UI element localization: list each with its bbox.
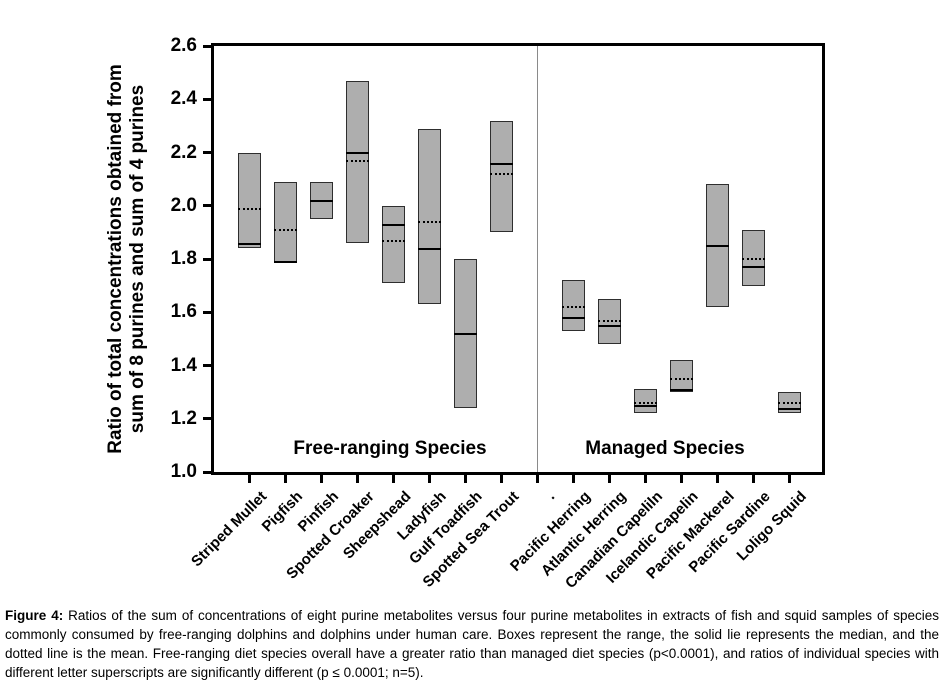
box-loligo-squid [777,392,801,414]
box-striped-mullet [237,152,261,249]
median-line [741,266,765,269]
box-pacific-sardine [741,229,765,286]
y-tick-mark [203,97,211,101]
y-tick-mark [203,364,211,367]
y-tick-mark [203,257,211,261]
y-tick-label: 1.0 [170,461,197,482]
y-tick-mark [203,44,211,48]
box-pinfish [309,181,333,220]
median-line [345,151,369,154]
box-gulf-toadfish [453,259,477,409]
box-sheepshead [381,205,405,283]
x-tick-mark [463,475,467,483]
x-tick-mark [571,475,575,483]
box-pacific-mackerel [705,184,729,307]
median-line [237,242,261,245]
x-tick-mark [427,475,431,483]
mean-line [777,402,801,405]
figure-caption-text: Ratios of the sum of concentrations of e… [5,608,939,680]
mean-line [237,207,261,210]
mean-line [345,159,369,162]
median-line [417,247,441,250]
group-label-free-ranging: Free-ranging Species [293,438,487,459]
median-line [597,325,621,328]
x-tick-label-striped-mullet: Striped Mullet [187,488,271,571]
box-canadian-capeliln [633,389,657,414]
plot-area: Free-ranging Species Managed Species [211,43,825,475]
y-tick-mark [203,470,211,474]
median-line [489,162,513,165]
median-line [381,223,405,226]
mean-line [417,221,441,224]
median-line [777,407,801,410]
x-tick-mark [355,475,359,483]
y-tick-mark [203,151,211,154]
x-tick-mark [247,475,251,483]
x-tick-label-dot: . [543,488,559,503]
x-tick-mark [319,475,323,483]
mean-line [669,378,693,381]
mean-line [633,402,657,405]
y-tick-label: 2.4 [170,88,197,110]
x-tick-mark [535,475,539,483]
mean-line [381,239,405,242]
x-tick-mark [391,475,395,483]
x-tick-mark [679,475,683,483]
box-pigfish [273,181,297,264]
x-tick-mark [715,475,719,483]
figure-caption-label: Figure 4: [5,608,64,623]
y-tick-label: 2.2 [170,141,197,163]
y-tick-label: 1.4 [170,354,197,376]
x-tick-mark [499,475,503,483]
group-separator-line [536,46,538,472]
box-ladyfish [417,128,441,305]
median-line [273,261,297,264]
mean-line [741,258,765,261]
y-tick-mark [203,310,211,314]
x-tick-mark [643,475,647,483]
median-line [633,404,657,407]
mean-line [597,319,621,322]
x-tick-mark [751,475,755,483]
median-line [561,317,585,320]
mean-line [705,245,729,248]
y-tick-label: 2.6 [170,35,197,56]
mean-line [561,306,585,309]
mean-line [453,333,477,336]
median-line [669,388,693,391]
box-atlantic-herring [597,298,621,345]
mean-line [273,229,297,232]
y-tick-mark [203,417,211,421]
mean-line [309,199,333,202]
group-label-managed: Managed Species [585,438,745,459]
box-icelandic-capelin [669,360,693,393]
y-axis-title-line1: Ratio of total concentrations obtained f… [105,64,126,454]
mean-line [489,173,513,176]
box-pacific-herring [561,280,585,331]
y-tick-mark [203,204,211,208]
box-spotted-sea-trout [489,120,513,233]
y-tick-label: 1.2 [170,407,197,429]
y-tick-label: 1.6 [170,301,197,323]
y-tick-label: 1.8 [170,248,197,269]
x-tick-mark [607,475,611,483]
box-spotted-croaker [345,80,369,244]
figure-caption: Figure 4: Ratios of the sum of concentra… [5,606,939,680]
y-tick-label: 2.0 [170,194,197,216]
x-tick-mark [787,475,791,483]
x-tick-mark [283,475,287,483]
